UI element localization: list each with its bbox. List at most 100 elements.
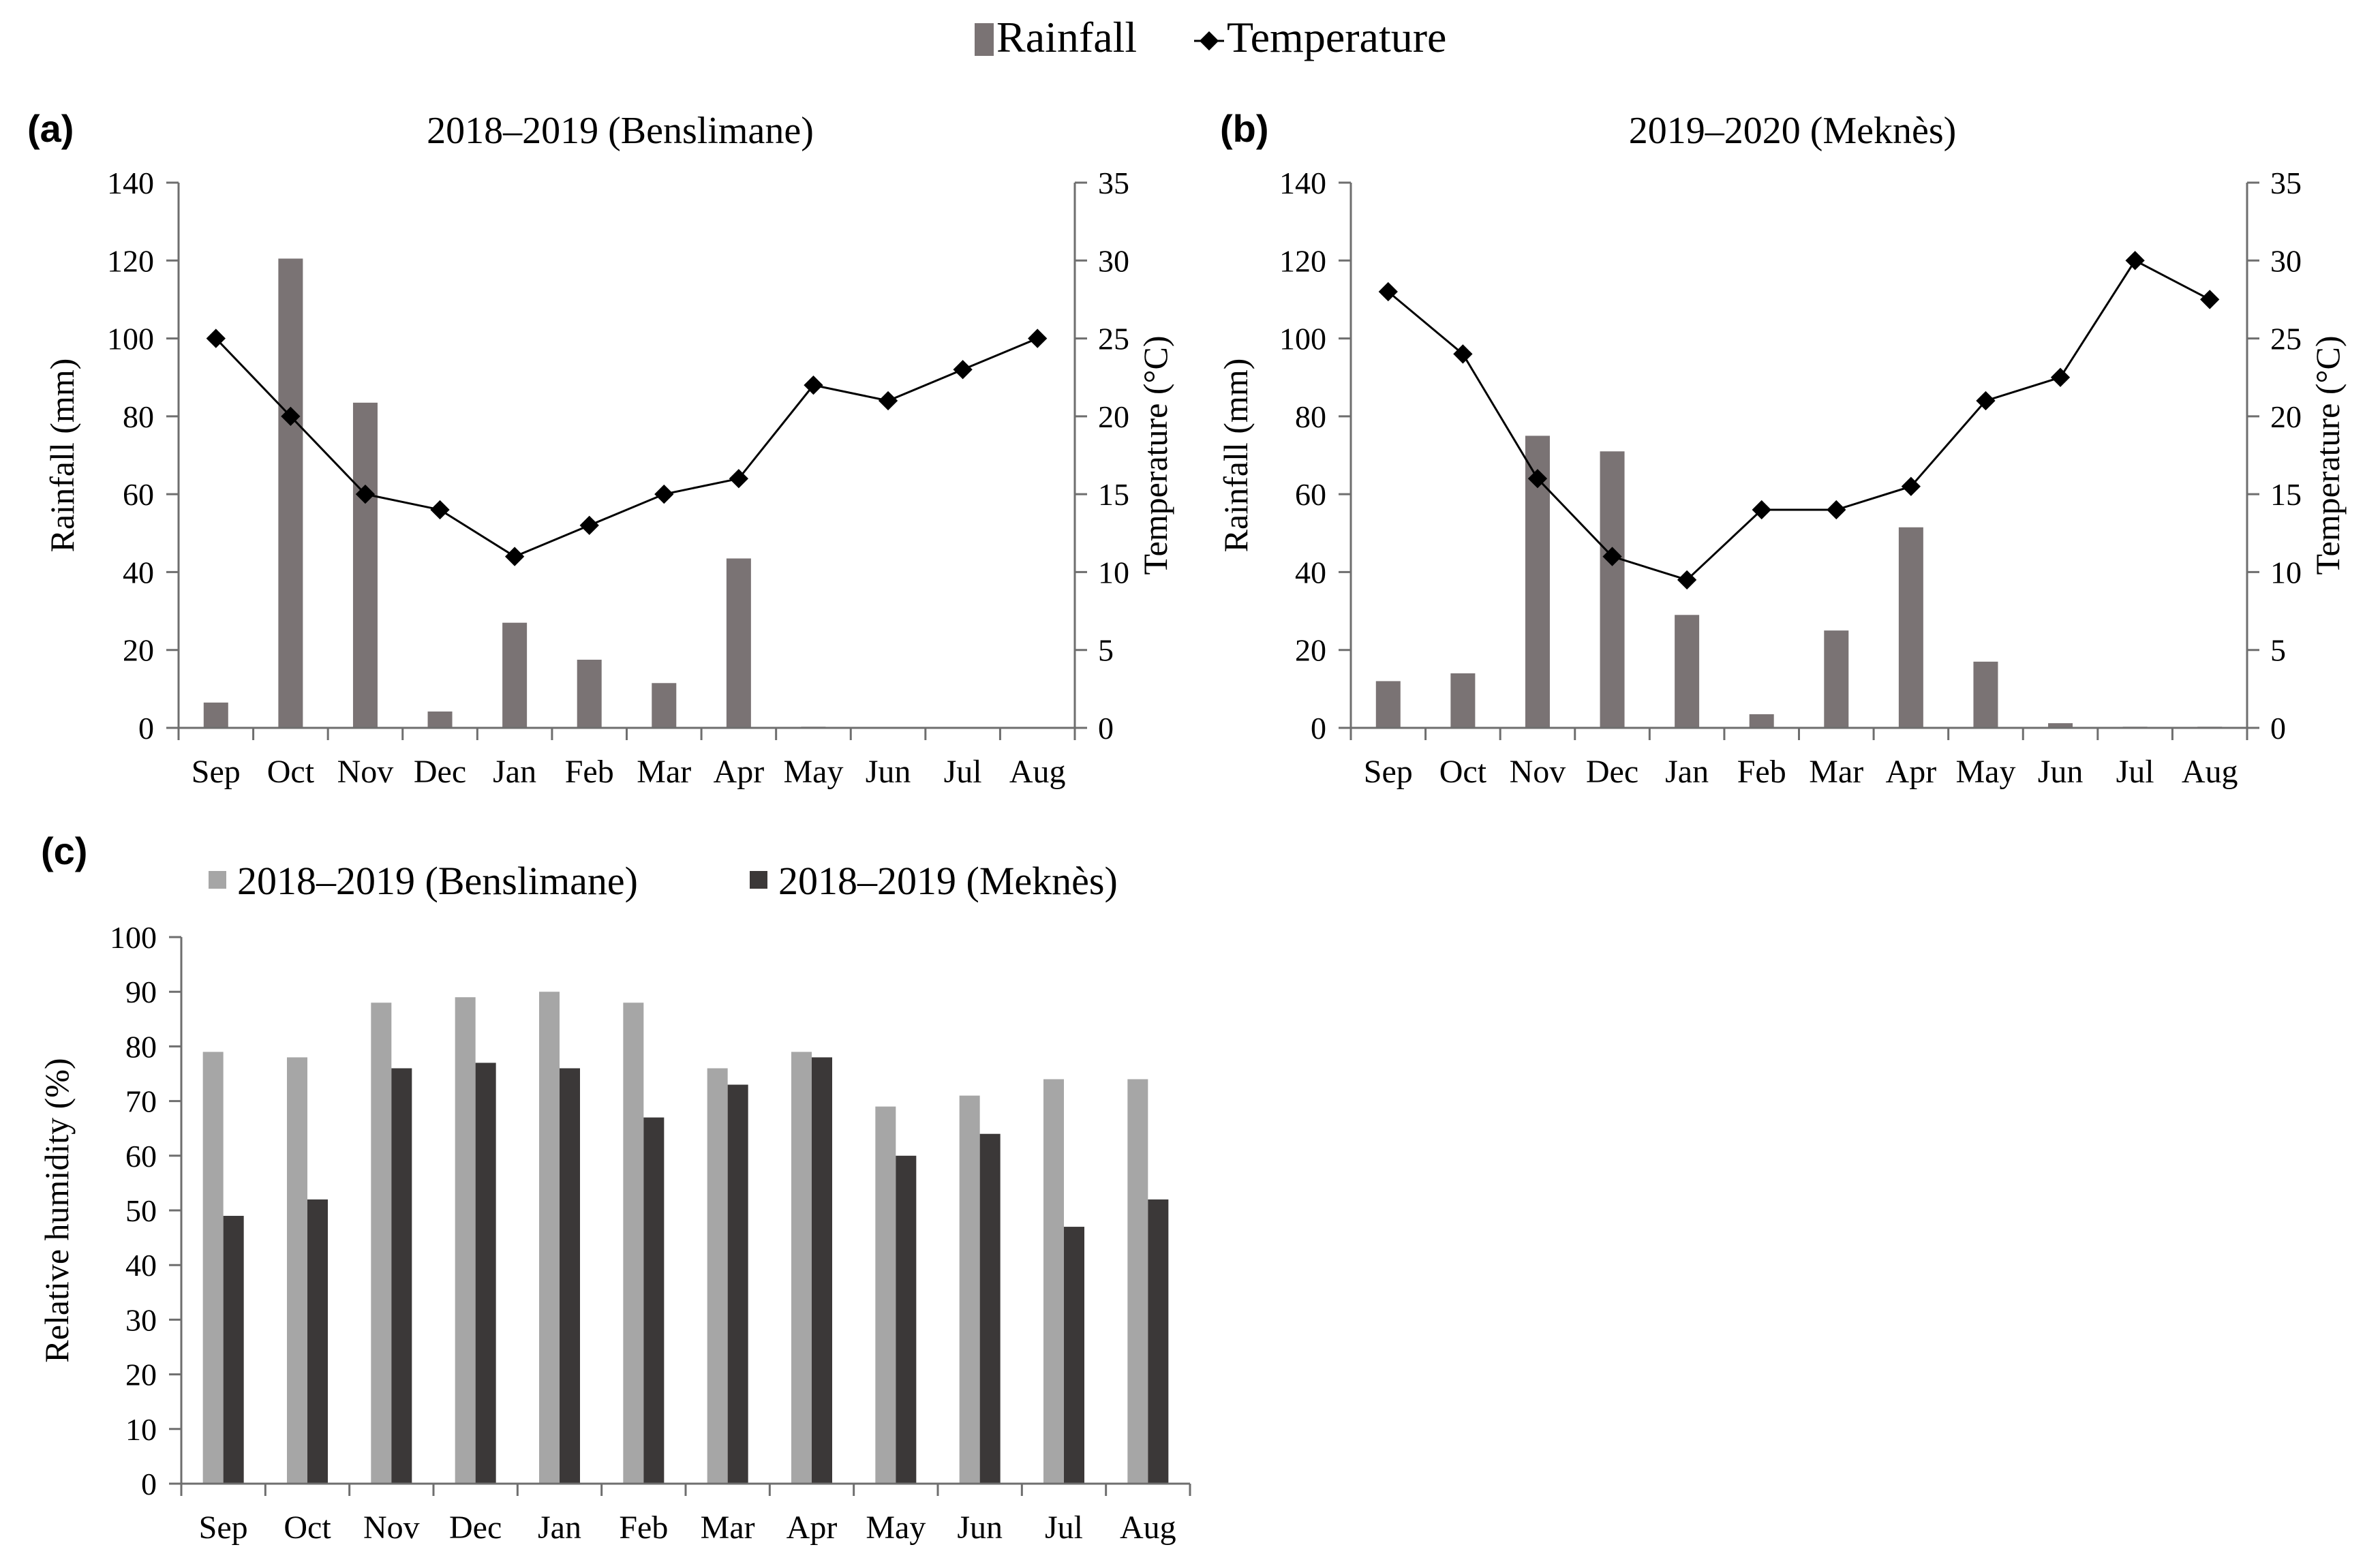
y-tick-label: 140: [107, 166, 154, 200]
x-tick-label: Jul: [2116, 754, 2154, 790]
y2-tick-label: 35: [1098, 166, 1129, 200]
rainfall-bar: [1973, 661, 1998, 728]
y-tick-label: 90: [125, 975, 157, 1009]
rainfall-bars-b: [1375, 435, 2223, 728]
x-tick-label: Aug: [1120, 1510, 1176, 1546]
legend-swatch-benslimane: [209, 871, 226, 889]
y-axis-label-a: Rainfall (mm): [43, 358, 81, 553]
humidity-bar-meknes: [643, 1117, 665, 1484]
humidity-bar-meknes: [1064, 1227, 1084, 1484]
y-axis-right-ticks-b: 0 5 10 15 20 25 30 35: [2247, 166, 2302, 746]
x-tick-label: May: [783, 754, 843, 790]
temperature-legend-label: Temperature: [1227, 13, 1446, 61]
y2-tick-label: 35: [2270, 166, 2302, 200]
humidity-bar-meknes: [475, 1062, 496, 1484]
temperature-marker: [430, 500, 450, 520]
x-axis-categories-b: Sep Oct Nov Dec Jan Feb Mar Apr May Jun Jul Aug: [1349, 728, 2248, 790]
temperature-marker: [1752, 500, 1771, 520]
x-tick-label: Dec: [414, 754, 466, 790]
y-tick-label: 50: [125, 1193, 157, 1228]
panel-c: (c) 2018–2019 (Benslimane) 2018–2019 (Me…: [37, 829, 1191, 1546]
x-tick-label: May: [866, 1510, 926, 1546]
y2-tick-label: 15: [2270, 477, 2302, 512]
chart-title-a: 2018–2019 (Benslimane): [427, 110, 814, 152]
temperature-marker: [1453, 344, 1473, 364]
temperature-marker: [579, 515, 599, 535]
y2-axis-label-a: Temperature (°C): [1136, 335, 1174, 575]
humidity-bar-benslimane: [791, 1052, 812, 1484]
humidity-bars-c: [202, 992, 1169, 1484]
x-tick-label: Sep: [1364, 754, 1413, 790]
x-tick-label: Oct: [1439, 754, 1487, 790]
rainfall-bar: [278, 258, 303, 728]
x-tick-label: Apr: [787, 1510, 838, 1546]
x-tick-label: Jun: [957, 1510, 1003, 1546]
x-tick-label: Aug: [1009, 754, 1066, 790]
y-tick-label: 30: [125, 1302, 157, 1337]
y2-tick-label: 5: [2270, 633, 2286, 668]
y-axis-left-ticks-b: 0 20 40 60 80 100 120 140: [1279, 166, 1351, 746]
y-tick-label: 20: [123, 633, 154, 668]
y2-tick-label: 0: [2270, 711, 2286, 746]
panel-a: (a) 2018–2019 (Benslimane) 0204060801001…: [27, 107, 1174, 790]
x-tick-label: Jun: [866, 754, 911, 790]
x-tick-label: Jan: [538, 1510, 581, 1546]
y-tick-label: 60: [125, 1139, 157, 1174]
x-tick-label: Feb: [619, 1510, 668, 1546]
legend-label-meknes: 2018–2019 (Meknès): [778, 859, 1118, 903]
rainfall-bar: [203, 702, 228, 728]
temperature-markers-a: [206, 328, 1048, 566]
x-tick-label: Jun: [2038, 754, 2084, 790]
x-tick-label: Feb: [1737, 754, 1786, 790]
temperature-marker: [2050, 367, 2071, 387]
y-tick-label: 0: [1311, 711, 1326, 746]
y-tick-label: 0: [138, 711, 154, 746]
temperature-marker: [1602, 547, 1622, 566]
humidity-bar-benslimane: [287, 1057, 307, 1484]
rainfall-bar: [1375, 681, 1401, 728]
rainfall-bar: [502, 622, 528, 728]
humidity-bar-benslimane: [539, 992, 560, 1484]
temperature-marker: [504, 547, 525, 566]
x-tick-label: Apr: [1886, 754, 1937, 790]
y-axis-label-c: Relative humidity (%): [37, 1058, 76, 1362]
y2-tick-label: 15: [1098, 477, 1129, 512]
x-tick-label: Oct: [267, 754, 315, 790]
y-tick-label: 40: [1295, 555, 1326, 590]
humidity-bar-benslimane: [1043, 1079, 1064, 1484]
rainfall-bar: [2048, 723, 2073, 728]
y2-tick-label: 5: [1098, 633, 1114, 668]
chart-title-b: 2019–2020 (Meknès): [1629, 110, 1957, 152]
y2-tick-label: 30: [2270, 243, 2302, 278]
y-tick-label: 80: [1295, 399, 1326, 434]
humidity-bar-benslimane: [875, 1106, 896, 1484]
rainfall-bar: [1450, 673, 1476, 728]
x-tick-label: Sep: [199, 1510, 248, 1546]
x-tick-label: Apr: [714, 754, 765, 790]
temperature-marker: [281, 406, 301, 426]
y-axis-right-ticks-a: 0 5 10 15 20 25 30 35: [1075, 166, 1129, 746]
humidity-bar-benslimane: [455, 997, 476, 1484]
y2-tick-label: 0: [1098, 711, 1114, 746]
x-tick-label: Nov: [337, 754, 394, 790]
temperature-marker: [2125, 251, 2145, 271]
y-tick-label: 60: [123, 477, 154, 512]
y-tick-label: 70: [125, 1084, 157, 1119]
legend-swatch-meknes: [750, 871, 767, 889]
y2-axis-label-b: Temperature (°C): [2308, 335, 2347, 575]
y-tick-label: 40: [123, 555, 154, 590]
temperature-markers-b: [1378, 251, 2220, 590]
x-axis-categories-c: Sep Oct Nov Dec Jan Feb Mar Apr May Jun Jul Aug: [180, 1484, 1191, 1546]
rainfall-legend-swatch: [975, 23, 994, 56]
y-tick-label: 100: [110, 920, 157, 955]
humidity-bar-meknes: [391, 1068, 412, 1484]
temperature-marker: [1028, 328, 1048, 348]
rainfall-bar: [1824, 630, 1849, 728]
temperature-marker: [355, 485, 376, 504]
x-tick-label: Nov: [1510, 754, 1566, 790]
humidity-bar-benslimane: [371, 1003, 392, 1484]
temperature-marker: [804, 376, 823, 395]
humidity-bar-benslimane: [707, 1068, 728, 1484]
rainfall-bar: [1600, 451, 1625, 728]
